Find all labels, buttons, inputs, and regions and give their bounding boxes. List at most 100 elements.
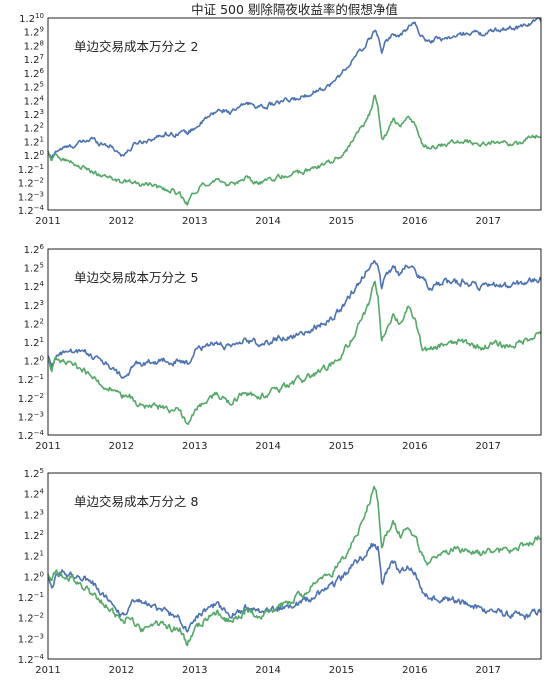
y-tick-label: 1.23 (24, 108, 44, 121)
y-tick-label: 1.24 (24, 280, 45, 293)
x-tick-label: 2016 (402, 665, 427, 676)
y-tick-label: 1.22 (24, 317, 44, 330)
series-line-2 (47, 485, 542, 647)
x-tick-label: 2014 (255, 665, 280, 676)
y-tick-base: 1.2 (24, 110, 40, 121)
x-tick-label: 2012 (109, 665, 134, 676)
y-tick-exponent: 5 (40, 81, 44, 89)
y-tick-base: 1.2 (24, 301, 40, 312)
y-tick-base: 1.2 (24, 357, 40, 368)
y-tick-base: 1.2 (18, 593, 34, 604)
y-tick-base: 1.2 (24, 124, 40, 135)
y-tick-exponent: −4 (34, 653, 45, 661)
x-tick-label: 2017 (475, 441, 500, 452)
x-tick-label: 2015 (329, 441, 354, 452)
series-line-1 (47, 259, 542, 379)
y-tick-exponent: −3 (34, 410, 44, 418)
y-tick-base: 1.2 (24, 552, 40, 563)
y-tick-base: 1.2 (24, 69, 40, 80)
y-tick-label: 1.26 (24, 67, 45, 80)
y-tick-base: 1.2 (24, 151, 40, 162)
y-tick-exponent: 1 (40, 550, 44, 558)
y-tick-label: 1.24 (24, 488, 45, 501)
y-tick-base: 1.2 (24, 83, 40, 94)
y-tick-base: 1.2 (24, 245, 40, 256)
y-tick-label: 1.2−3 (18, 410, 44, 423)
y-tick-exponent: 6 (40, 67, 45, 75)
y-tick-exponent: −4 (34, 429, 45, 437)
y-tick-exponent: 1 (40, 135, 44, 143)
y-tick-base: 1.2 (18, 192, 34, 203)
y-tick-exponent: 3 (40, 299, 44, 307)
y-tick-label: 1.23 (24, 508, 44, 521)
y-tick-label: 1.25 (24, 467, 44, 480)
y-tick-base: 1.2 (24, 137, 40, 148)
y-tick-base: 1.2 (19, 14, 35, 25)
y-tick-base: 1.2 (18, 614, 34, 625)
y-tick-base: 1.2 (18, 394, 34, 405)
y-tick-label: 1.2−3 (18, 632, 44, 645)
series-line-1 (47, 17, 542, 159)
y-tick-exponent: 8 (40, 39, 44, 47)
y-tick-label: 1.20 (24, 355, 44, 368)
y-tick-base: 1.2 (18, 179, 34, 190)
y-tick-exponent: 7 (40, 53, 44, 61)
y-tick-base: 1.2 (24, 338, 40, 349)
chart-panel-3: 1.2−41.2−31.2−21.2−11.201.211.221.231.24… (18, 467, 542, 676)
y-tick-label: 1.2−4 (18, 653, 45, 666)
chart-panel-2: 1.2−41.2−31.2−21.2−11.201.211.221.231.24… (18, 243, 542, 452)
y-tick-exponent: −2 (34, 177, 44, 185)
y-tick-base: 1.2 (18, 165, 34, 176)
y-tick-exponent: 4 (40, 488, 45, 496)
y-tick-base: 1.2 (18, 375, 34, 386)
x-tick-label: 2013 (182, 665, 207, 676)
series-line-2 (47, 94, 542, 206)
y-tick-label: 1.2−2 (18, 177, 44, 190)
x-tick-label: 2014 (255, 441, 280, 452)
y-tick-base: 1.2 (24, 55, 40, 66)
cost-annotation: 单边交易成本万分之 5 (74, 270, 198, 285)
y-tick-label: 1.20 (24, 570, 44, 583)
y-tick-label: 1.2−2 (18, 612, 44, 625)
y-tick-label: 1.29 (24, 26, 44, 39)
y-tick-exponent: 3 (40, 108, 44, 116)
y-tick-label: 1.24 (24, 94, 45, 107)
y-tick-base: 1.2 (24, 28, 40, 39)
y-tick-exponent: 4 (40, 280, 45, 288)
y-tick-base: 1.2 (24, 510, 40, 521)
chart-title: 中证 500 剔除隔夜收益率的假想净值 (191, 2, 398, 17)
y-tick-label: 1.2−3 (18, 190, 44, 203)
cost-annotation: 单边交易成本万分之 8 (74, 494, 198, 509)
x-tick-label: 2015 (329, 216, 354, 227)
y-tick-exponent: −3 (34, 632, 44, 640)
x-tick-label: 2012 (109, 441, 134, 452)
y-tick-exponent: −2 (34, 392, 44, 400)
y-tick-label: 1.22 (24, 122, 44, 135)
y-tick-exponent: 5 (40, 467, 44, 475)
y-tick-exponent: 6 (40, 243, 45, 251)
x-tick-label: 2013 (182, 441, 207, 452)
y-tick-label: 1.21 (24, 336, 44, 349)
y-tick-exponent: −4 (34, 204, 45, 212)
y-tick-label: 1.21 (24, 550, 44, 563)
y-tick-base: 1.2 (18, 206, 34, 217)
y-tick-base: 1.2 (24, 531, 40, 542)
y-tick-label: 1.2−1 (18, 373, 44, 386)
y-tick-base: 1.2 (18, 431, 34, 442)
y-tick-label: 1.2−4 (18, 204, 45, 217)
y-tick-label: 1.28 (24, 39, 44, 52)
x-tick-label: 2016 (402, 216, 427, 227)
x-tick-label: 2016 (402, 441, 427, 452)
y-tick-exponent: 3 (40, 508, 44, 516)
y-tick-exponent: 4 (40, 94, 45, 102)
y-tick-label: 1.21 (24, 135, 44, 148)
y-tick-exponent: 2 (40, 317, 44, 325)
x-tick-label: 2015 (329, 665, 354, 676)
y-tick-exponent: 10 (35, 12, 44, 20)
y-tick-label: 1.22 (24, 529, 44, 542)
series-line-2 (47, 280, 542, 425)
y-tick-exponent: 0 (40, 149, 44, 157)
y-tick-exponent: −1 (34, 163, 44, 171)
x-tick-label: 2017 (475, 665, 500, 676)
